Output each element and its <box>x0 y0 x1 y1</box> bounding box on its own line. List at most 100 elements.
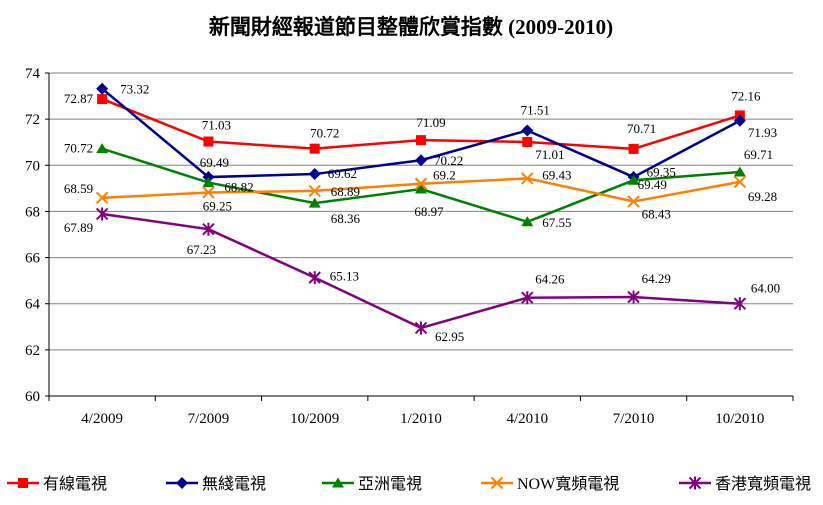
data-point-香港寬頻電視-4/2010 <box>521 291 534 305</box>
x-axis-label: 4/2010 <box>506 411 548 427</box>
data-point-無綫電視-4/2009 <box>96 82 109 95</box>
diamond-marker-icon <box>308 168 321 181</box>
triangle-marker-icon <box>521 216 534 227</box>
data-label-亞洲電視-1/2010: 68.97 <box>414 204 444 219</box>
data-point-NOW寬頻電視-1/2010 <box>414 177 428 190</box>
diamond-marker-icon <box>202 171 215 184</box>
data-label-亞洲電視-4/2009: 70.72 <box>64 141 93 156</box>
legend-marker-diamond <box>176 477 188 489</box>
x-axis-label: 7/2010 <box>613 411 655 427</box>
diamond-marker-icon <box>521 124 534 137</box>
data-label-無綫電視-10/2009: 69.62 <box>328 166 357 181</box>
y-axis-label: 68 <box>25 204 40 220</box>
data-labels-group: 72.87 71.03 70.72 71.09 71.01 70.71 72.16 73.32… <box>64 82 780 344</box>
legend-group: 有線電視 無綫電視 亞洲電視 NOW寬頻電視 香港寬頻電視 <box>7 475 811 493</box>
legend-label: NOW寬頻電視 <box>517 475 619 493</box>
x-marker-icon <box>733 175 747 189</box>
data-label-無綫電視-10/2010: 71.93 <box>748 125 777 140</box>
data-point-香港寬頻電視-7/2009 <box>202 222 215 236</box>
data-label-香港寬頻電視-1/2010: 62.95 <box>435 329 464 344</box>
x-marker-icon <box>95 191 109 205</box>
data-point-NOW寬頻電視-4/2009 <box>95 191 109 205</box>
y-axis-label: 72 <box>25 112 40 128</box>
star-marker-icon <box>414 321 428 335</box>
data-point-有線電視-7/2009 <box>203 136 214 147</box>
triangle-marker-icon <box>627 174 640 185</box>
star-marker-icon <box>627 290 640 304</box>
x-axis-label: 7/2009 <box>188 411 230 427</box>
data-point-無綫電視-7/2009 <box>202 171 215 184</box>
data-point-無綫電視-1/2010 <box>415 154 427 167</box>
square-marker-icon <box>309 143 320 154</box>
x-marker-icon <box>414 177 428 190</box>
legend-marker-star <box>688 476 702 490</box>
legend-item-無綫電視: 無綫電視 <box>166 475 266 493</box>
data-label-香港寬頻電視-7/2010: 64.29 <box>642 271 671 286</box>
data-label-有線電視-7/2010: 70.71 <box>627 121 656 136</box>
data-point-亞洲電視-10/2010 <box>733 166 746 177</box>
y-axis-label: 74 <box>25 66 41 82</box>
data-point-無綫電視-4/2010 <box>521 124 534 137</box>
y-axis-label: 64 <box>25 297 41 313</box>
series-group <box>95 82 747 335</box>
data-point-有線電視-4/2010 <box>522 136 533 147</box>
data-label-無綫電視-7/2009: 69.49 <box>200 155 229 170</box>
data-label-香港寬頻電視-10/2010: 64.00 <box>751 281 780 296</box>
legend-item-有線電視: 有線電視 <box>7 475 107 493</box>
legend-item-NOW寬頻電視: NOW寬頻電視 <box>481 475 619 493</box>
diamond-marker-icon <box>733 114 746 127</box>
data-point-亞洲電視-1/2010 <box>415 183 427 194</box>
x-axis-label: 1/2010 <box>400 411 442 427</box>
x-marker-icon <box>202 186 215 199</box>
x-marker-icon <box>627 195 640 208</box>
data-label-香港寬頻電視-7/2009: 67.23 <box>187 242 216 257</box>
axes-group: 60 62 64 66 68 70 72 74 4/2009 7/2009 10/2009 1/201… <box>25 66 794 427</box>
data-label-無綫電視-4/2010: 71.51 <box>521 102 550 117</box>
data-point-無綫電視-10/2010 <box>733 114 746 127</box>
data-label-無綫電視-7/2010: 69.49 <box>638 177 667 192</box>
data-label-香港寬頻電視-10/2009: 65.13 <box>330 269 359 284</box>
data-label-NOW寬頻電視-4/2010: 69.43 <box>542 167 571 182</box>
square-marker-icon <box>97 94 108 105</box>
square-marker-icon <box>203 136 214 147</box>
data-label-有線電視-10/2010: 72.16 <box>731 88 761 103</box>
data-label-亞洲電視-7/2009: 69.25 <box>203 199 232 214</box>
data-point-亞洲電視-7/2009 <box>202 177 215 188</box>
data-label-NOW寬頻電視-10/2010: 69.28 <box>748 189 777 204</box>
triangle-marker-icon <box>415 183 427 194</box>
triangle-marker-icon <box>733 166 746 177</box>
data-point-有線電視-1/2010 <box>416 135 426 146</box>
diamond-marker-icon <box>176 477 188 489</box>
data-label-無綫電視-4/2009: 73.32 <box>120 82 149 97</box>
triangle-marker-icon <box>332 477 344 488</box>
diamond-marker-icon <box>96 82 109 95</box>
data-label-有線電視-10/2009: 70.72 <box>310 126 339 141</box>
data-label-NOW寬頻電視-7/2009: 68.82 <box>224 180 253 195</box>
data-label-有線電視-4/2010: 71.01 <box>535 147 564 162</box>
data-label-香港寬頻電視-4/2010: 64.26 <box>535 272 565 287</box>
data-point-NOW寬頻電視-10/2010 <box>733 175 747 189</box>
data-label-亞洲電視-4/2010: 67.55 <box>542 215 571 230</box>
diamond-marker-icon <box>415 154 427 167</box>
legend-label: 有線電視 <box>43 475 107 493</box>
x-axis-label: 10/2009 <box>290 411 339 427</box>
data-label-有線電視-4/2009: 72.87 <box>64 91 94 106</box>
square-marker-icon <box>416 135 426 146</box>
star-marker-icon <box>521 291 534 305</box>
star-marker-icon <box>733 297 747 311</box>
legend-marker-triangle <box>332 477 344 488</box>
data-label-亞洲電視-10/2009: 68.36 <box>331 211 361 226</box>
data-point-有線電視-10/2009 <box>309 143 320 154</box>
y-axis-label: 66 <box>25 251 41 267</box>
data-point-香港寬頻電視-7/2010 <box>627 290 640 304</box>
triangle-marker-icon <box>96 143 109 154</box>
data-label-NOW寬頻電視-10/2009: 68.89 <box>331 184 360 199</box>
x-axis-label: 10/2010 <box>715 411 764 427</box>
legend-label: 香港寬頻電視 <box>715 475 811 493</box>
square-marker-icon <box>18 478 28 488</box>
x-axis-label: 4/2009 <box>81 411 123 427</box>
square-marker-icon <box>522 136 533 147</box>
data-label-有線電視-7/2009: 71.03 <box>202 118 231 133</box>
data-point-亞洲電視-4/2009 <box>96 143 109 154</box>
y-axis-label: 70 <box>25 158 40 174</box>
